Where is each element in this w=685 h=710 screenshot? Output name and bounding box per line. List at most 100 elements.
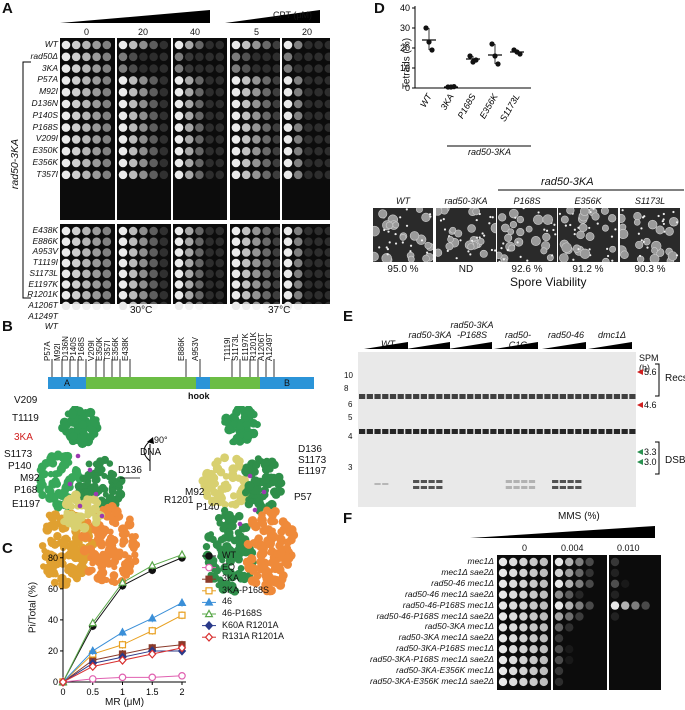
time-gradient — [494, 342, 538, 349]
series-46-P168S — [58, 549, 187, 686]
structure-label: P168 — [14, 485, 38, 496]
data-point — [118, 627, 127, 636]
data-point — [423, 25, 429, 31]
viability-value: 92.6 % — [511, 264, 543, 275]
strain-label: A1206T — [28, 299, 58, 310]
strain-label: S1173L — [29, 267, 58, 278]
strain-label: rad50-3KA-P168S mec1Δ sae2Δ — [369, 654, 494, 665]
viability-header-line — [498, 189, 684, 191]
strain-label: rad50-46 mec1Δ — [431, 577, 494, 588]
legend-label: K60A R1201A — [222, 619, 279, 630]
mms-gradient — [470, 526, 655, 538]
strain-header: rad50-3KA -P168S — [450, 320, 494, 340]
x-tick-label: 1 — [120, 687, 125, 697]
series-46 — [58, 597, 187, 686]
viability-header: rad50-3KA — [541, 176, 594, 188]
structure-label: P140 — [196, 502, 220, 513]
strain-label: WT — [44, 321, 58, 332]
panel-c: 0 0.5 1 1.5 2 0 20 40 60 80 Pi/Total (%) MR (μM) … — [0, 540, 330, 710]
viability-value: 91.2 % — [572, 264, 604, 275]
viability-value: ND — [458, 264, 474, 275]
mms-conc: 0.004 — [561, 543, 584, 553]
rotation-label: 90° — [154, 435, 168, 445]
band-arrow — [637, 449, 643, 455]
band-arrow — [637, 369, 643, 375]
legend-label: 46-P168S — [222, 608, 263, 618]
mms-label: MMS (%) — [558, 511, 600, 522]
ladder-label: 6 — [348, 400, 353, 409]
legend-label: WT — [222, 550, 236, 560]
data-point — [118, 655, 127, 665]
data-point — [492, 53, 498, 59]
conc-label: 20 — [138, 27, 149, 37]
data-point — [88, 618, 98, 627]
x-tick-label: 0.5 — [86, 687, 99, 697]
data-point — [148, 673, 157, 682]
panel-e: WT rad50-3KA rad50-3KA -P168S rad50-C1G rad5… — [330, 300, 685, 510]
temp-label-37: 37°C — [268, 305, 291, 316]
data-point — [429, 47, 435, 53]
data-point — [177, 597, 187, 607]
viability-value: 90.3 % — [634, 264, 666, 275]
data-point — [58, 677, 68, 687]
c-ylabel: Pi/Total (%) — [27, 581, 39, 634]
strain-label: E886K — [32, 235, 58, 246]
mre11-rad50-structure — [35, 406, 299, 596]
strain-label: M92I — [39, 86, 58, 97]
data-point — [118, 673, 127, 682]
temp-label-30: 30°C — [130, 305, 153, 316]
category-label: E356K — [478, 91, 501, 120]
y-tick-label: 0 — [405, 83, 410, 93]
cpt-gradient-triangles — [60, 10, 320, 23]
dsbs-label: DSBs — [665, 455, 685, 466]
legend-label: EQ — [222, 561, 236, 572]
structure-label: E1197 — [12, 499, 41, 510]
panel-d: 0 10 20 30 40 WT 3KA P168S E356K S1173L Tetrads (… — [360, 0, 685, 300]
image-label: S1173L — [634, 196, 666, 206]
strain-label: E1197K — [28, 278, 58, 289]
strain-label: R1201K — [27, 289, 58, 300]
data-point — [178, 611, 186, 619]
strain-label: A953V — [32, 246, 58, 257]
legend-marker — [202, 575, 216, 583]
mms-conc: 0 — [522, 543, 528, 553]
image-label: E356K — [574, 196, 602, 206]
band-size-label: 3.3 — [644, 447, 657, 457]
conc-label: 20 — [302, 27, 313, 37]
data-point — [451, 84, 457, 90]
y-tick-label: 20 — [400, 43, 410, 53]
structure-label: D136 — [118, 465, 142, 476]
panel-f: MMS (%) 0 0.004 0.010 mec1Δ mec1Δ sae2Δ ra… — [330, 510, 685, 710]
strain-label: P57A — [37, 74, 58, 85]
legend-marker — [202, 609, 216, 618]
ladder-label: 5 — [348, 413, 353, 422]
recs-dsb-brackets — [655, 363, 660, 475]
spore-micrograph — [558, 208, 618, 262]
structure-label: M92 — [20, 473, 40, 484]
band-size-label: 4.6 — [644, 400, 657, 410]
y-tick-label: 0 — [53, 677, 58, 687]
y-tick-label: 40 — [48, 615, 58, 625]
category-label: P168S — [456, 92, 478, 120]
time-gradient — [448, 342, 492, 349]
strain-label: rad50-3KA-P168S mec1Δ — [396, 643, 494, 654]
band-size-label: 5.6 — [644, 367, 657, 377]
strain-label: rad50-3KA-E356K mec1Δ — [396, 665, 494, 675]
y-tick-label: 20 — [48, 646, 58, 656]
data-point — [88, 675, 97, 683]
category-label: 3KA — [439, 92, 456, 112]
legend-label: R131A R1201A — [222, 631, 285, 642]
band-arrow — [637, 459, 643, 465]
strain-label: E356K — [32, 157, 58, 167]
legend-label: 3KA — [222, 573, 240, 584]
legend-marker — [202, 552, 216, 560]
data-point — [467, 53, 473, 59]
data-point — [489, 41, 495, 47]
legend-label: 3KA-P168S — [222, 584, 270, 595]
band-arrow — [637, 402, 643, 408]
viability-title: Spore Viability — [510, 275, 587, 289]
data-point — [517, 51, 523, 57]
x-tick-label: 0 — [60, 687, 65, 697]
strain-header: rad50-3KA — [408, 330, 452, 340]
